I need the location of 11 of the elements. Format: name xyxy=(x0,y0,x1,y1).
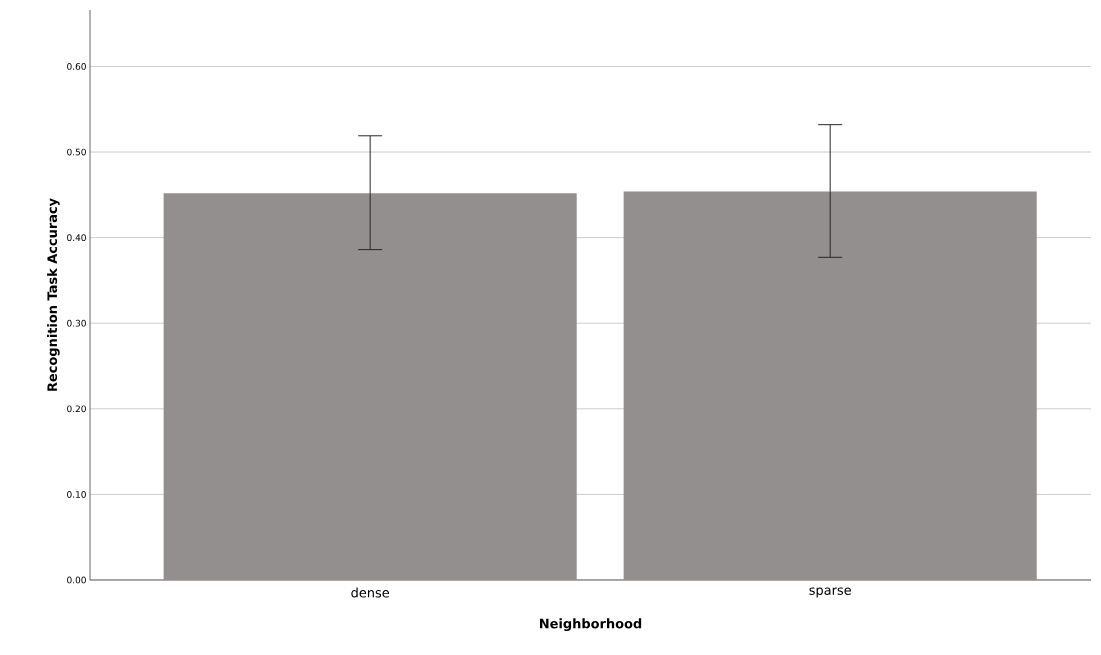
x-tick-label: dense xyxy=(351,587,390,598)
y-tick-label: 0.10 xyxy=(67,491,86,498)
y-tick-label: 0.00 xyxy=(67,576,86,584)
y-tick-label: 0.50 xyxy=(67,148,86,156)
x-tick-label: sparse xyxy=(809,587,851,598)
y-tick-label: 0.20 xyxy=(67,405,86,413)
y-tick-label: 0.30 xyxy=(67,319,86,327)
y-axis-title: Recognition Task Accuracy xyxy=(47,198,60,391)
x-axis-title: Neighborhood xyxy=(540,618,642,632)
y-tick-label: 0.40 xyxy=(67,234,86,242)
y-tick-label: 0.60 xyxy=(67,63,86,70)
